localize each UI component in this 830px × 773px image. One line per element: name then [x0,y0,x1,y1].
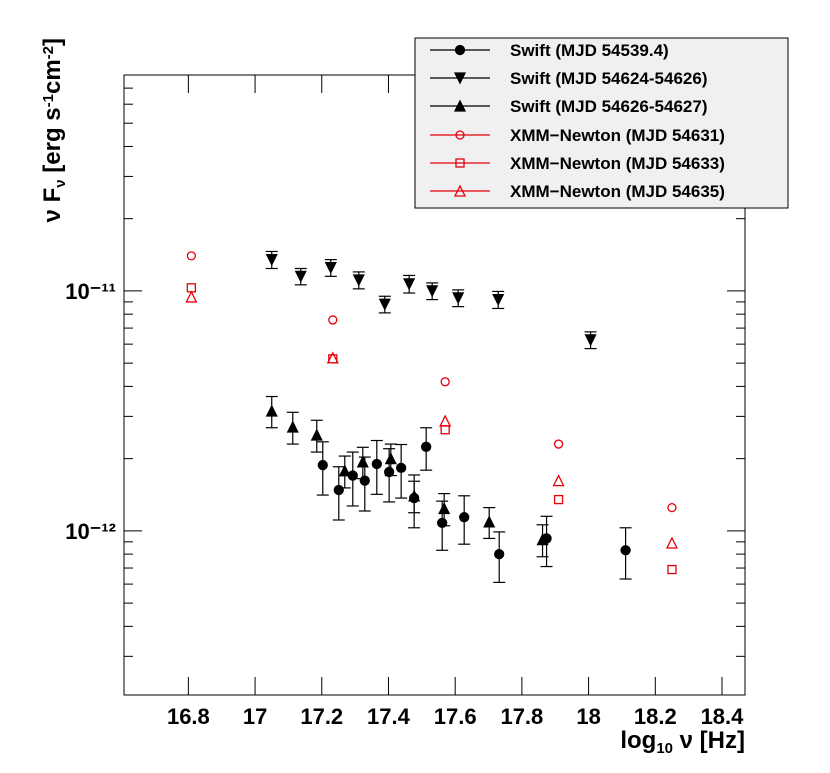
marker [439,414,452,427]
marker [492,293,505,307]
marker [667,502,677,513]
x-axis-label-part: log [620,727,656,754]
marker [310,428,323,441]
marker [426,285,439,298]
x-tick-label: 17.4 [367,704,411,729]
legend-label: Swift (MJD 54624-54626) [510,69,707,88]
marker [553,439,564,449]
marker [371,458,382,470]
marker [286,420,299,433]
x-axis-label: log10 ν [Hz] [620,727,745,757]
marker [459,512,470,523]
marker [328,315,338,325]
legend-marker [454,44,466,56]
x-tick-label: 18.4 [701,704,745,729]
x-tick-label: 18 [576,704,600,729]
marker [440,377,450,387]
legend-label: XMM−Newton (MJD 54633) [510,154,725,173]
y-axis-label-part: ν F [39,188,66,223]
legend-marker [455,130,465,140]
marker [317,459,328,471]
marker [483,515,496,528]
marker [395,462,407,474]
legend-marker [453,99,467,112]
marker [421,441,432,452]
marker [265,404,278,417]
legend-marker [455,158,465,168]
marker [620,545,631,556]
x-axis-label-part: ν [Hz] [673,727,745,754]
y-axis-label-part: ν [52,179,69,187]
marker [665,536,679,549]
x-tick-label: 17.6 [434,704,477,729]
marker [294,270,307,283]
x-tick-label: 17.8 [500,704,543,729]
y-axis-label-part: cm [39,59,66,94]
x-tick-label: 18.2 [634,704,677,729]
marker [667,564,677,575]
marker [403,278,416,291]
legend-label: Swift (MJD 54626-54627) [510,97,707,116]
marker [324,262,337,275]
marker [356,455,369,468]
y-axis-label-part: [erg s [39,107,66,179]
marker [384,452,397,465]
x-axis-label-part: 10 [656,740,673,757]
y-tick-label: 10⁻¹¹ [65,279,116,304]
marker [553,494,564,505]
marker [378,298,391,311]
legend-label: XMM−Newton (MJD 54631) [510,126,725,145]
marker [338,464,351,477]
y-axis-label-part: ] [39,38,66,46]
y-axis-label-part: -2 [40,46,57,59]
legend-label: Swift (MJD 54539.4) [510,41,669,60]
marker [438,501,451,515]
y-tick-label: 10⁻¹² [65,519,116,544]
legend-marker [453,184,467,197]
marker [359,475,370,486]
y-axis-label-part: -1 [40,94,57,107]
marker [186,251,197,261]
legend-label: XMM−Newton (MJD 54635) [510,182,725,201]
marker [185,290,198,303]
marker [494,548,505,560]
marker [452,292,465,305]
x-tick-label: 17 [243,704,267,729]
y-axis-label: ν Fν [erg s-1cm-2] [39,38,69,222]
marker [265,253,278,267]
marker [584,334,597,347]
marker [326,351,339,364]
marker [440,425,450,435]
x-tick-label: 16.8 [167,704,210,729]
marker [408,489,421,502]
legend-box [414,37,789,209]
marker [352,274,365,287]
legend-marker [453,72,467,85]
x-tick-label: 17.2 [300,704,343,729]
marker [536,533,549,546]
marker [333,484,344,496]
marker [552,474,565,487]
